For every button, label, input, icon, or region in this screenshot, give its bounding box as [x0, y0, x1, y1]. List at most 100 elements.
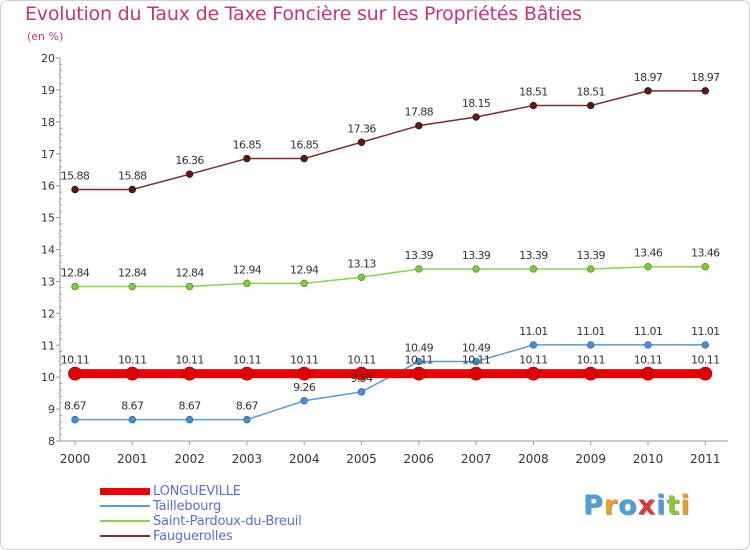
data-point: [182, 366, 197, 381]
x-tick-label: 2001: [117, 452, 148, 466]
data-label: 8.67: [179, 400, 202, 413]
data-label: 16.85: [290, 139, 319, 152]
data-label: 11.01: [691, 325, 720, 338]
data-point: [472, 357, 480, 366]
data-point: [411, 366, 426, 381]
logo-letter: r: [603, 490, 619, 521]
data-label: 10.11: [405, 354, 434, 367]
data-point: [583, 366, 598, 381]
logo-letter: i: [680, 490, 691, 521]
data-point: [644, 341, 652, 349]
data-label: 18.51: [519, 86, 548, 99]
logo-letter: o: [618, 490, 638, 521]
y-tick-label: 9: [48, 403, 55, 416]
data-point: [354, 366, 369, 381]
data-point: [526, 366, 541, 381]
x-tick-label: 2009: [575, 452, 606, 466]
x-tick-label: 2011: [690, 452, 721, 466]
data-point: [529, 101, 538, 110]
y-tick-label: 19: [41, 84, 55, 97]
y-tick-label: 15: [41, 212, 55, 225]
data-label: 10.11: [519, 354, 548, 367]
y-tick-label: 11: [41, 339, 55, 352]
data-label: 16.36: [175, 154, 204, 167]
data-label: 10.11: [462, 354, 491, 367]
legend-swatch: [100, 520, 150, 522]
data-label: 9.54: [350, 372, 373, 385]
data-label: 18.51: [576, 86, 605, 99]
y-tick-label: 12: [41, 307, 55, 320]
data-label: 18.15: [462, 97, 491, 110]
data-point: [357, 388, 366, 396]
data-label: 12.94: [233, 263, 262, 276]
data-label: 15.88: [61, 169, 90, 182]
logo-letter: i: [656, 490, 667, 521]
data-point: [415, 265, 423, 273]
data-point: [185, 282, 194, 291]
data-label: 18.97: [634, 71, 663, 84]
data-point: [698, 366, 713, 381]
y-tick-label: 8: [48, 435, 55, 448]
data-label: 12.94: [290, 263, 319, 276]
data-label: 13.39: [405, 249, 434, 262]
data-point: [185, 415, 194, 424]
x-tick-label: 2000: [60, 452, 91, 466]
data-point: [357, 138, 366, 146]
data-point: [71, 415, 79, 424]
series-line-saint-pardoux-du-breuil: [75, 265, 706, 288]
data-label: 17.88: [405, 106, 434, 119]
data-label: 9.26: [293, 381, 316, 394]
data-point: [469, 366, 484, 381]
legend-label: Fauguerolles: [153, 529, 233, 544]
data-label: 10.11: [691, 354, 720, 367]
data-point: [529, 265, 538, 273]
data-label: 10.11: [290, 354, 319, 367]
proxiti-logo: Proxiti: [583, 490, 691, 521]
data-point: [128, 282, 136, 291]
data-label: 10.49: [405, 342, 434, 355]
data-point: [641, 366, 655, 381]
data-label: 10.11: [175, 354, 204, 367]
chart-unit-label: (en %): [27, 30, 64, 43]
data-point: [472, 113, 480, 121]
data-point: [300, 154, 308, 163]
x-tick-label: 2007: [461, 452, 492, 466]
data-point: [587, 341, 595, 349]
logo-letter: t: [666, 490, 681, 521]
data-point: [243, 415, 251, 424]
data-point: [125, 366, 140, 381]
data-point: [357, 273, 366, 281]
y-tick-label: 17: [41, 148, 55, 161]
data-label: 10.11: [61, 354, 90, 367]
data-point: [300, 279, 308, 288]
data-label: 8.67: [121, 400, 144, 413]
x-tick-label: 2002: [174, 452, 205, 466]
x-tick-label: 2010: [633, 452, 664, 466]
data-label: 13.46: [634, 247, 663, 260]
data-point: [128, 415, 136, 424]
data-label: 10.11: [233, 354, 262, 367]
legend-label: Saint-Pardoux-du-Breuil: [153, 514, 302, 529]
logo-letter: x: [637, 490, 657, 521]
series-line-taillebourg: [75, 344, 706, 421]
data-label: 10.11: [634, 354, 663, 367]
data-label: 13.13: [347, 257, 376, 270]
x-tick-label: 2006: [404, 452, 435, 466]
data-point: [128, 185, 136, 194]
data-point: [185, 170, 194, 178]
y-tick-label: 10: [41, 371, 55, 384]
data-label: 11.01: [576, 325, 605, 338]
data-point: [297, 366, 312, 381]
data-label: 10.49: [462, 342, 491, 355]
data-point: [71, 282, 79, 291]
data-label: 8.67: [236, 400, 259, 413]
data-label: 10.11: [576, 354, 605, 367]
data-point: [71, 185, 79, 194]
legend-swatch: [100, 535, 150, 537]
data-point: [529, 341, 538, 349]
data-point: [415, 121, 423, 130]
legend-label: LONGUEVILLE: [153, 484, 241, 499]
legend-label: Taillebourg: [153, 499, 222, 514]
data-point: [243, 279, 251, 288]
